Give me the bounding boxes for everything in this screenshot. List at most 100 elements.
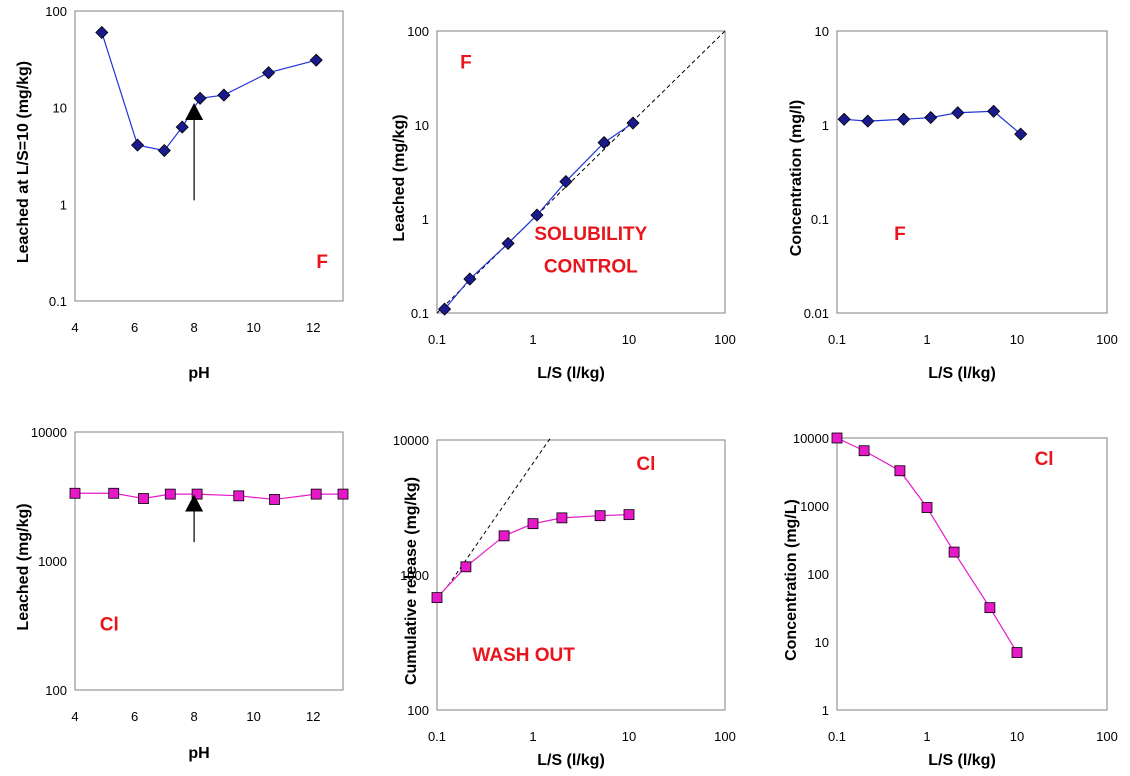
data-point — [624, 510, 634, 520]
chart-annotation: WASH OUT — [473, 645, 576, 666]
data-point — [595, 511, 605, 521]
data-point — [270, 494, 280, 504]
data-point — [70, 488, 80, 498]
x-tick-label: 10 — [246, 320, 260, 335]
chart-annotation: Cl — [636, 454, 655, 475]
y-tick-label: 10 — [815, 635, 829, 650]
data-point — [432, 593, 442, 603]
chart-panel-5: 100 1000 10000 0.1 1 10 100 L/S (l/kg) Cumulativ… — [393, 433, 736, 769]
data-point — [862, 115, 874, 127]
y-tick-label: 100 — [807, 567, 829, 582]
series-line — [102, 32, 316, 150]
plot-frame — [837, 438, 1107, 710]
y-tick-label: 10 — [53, 101, 67, 116]
data-point — [461, 562, 471, 572]
data-point — [176, 121, 188, 133]
x-tick-label: 6 — [131, 709, 138, 724]
y-tick-label: 1000 — [38, 554, 67, 569]
x-tick-label: 10 — [622, 332, 636, 347]
chart-annotation: F — [316, 252, 328, 273]
x-tick-label: 10 — [622, 729, 636, 744]
y-tick-label: 0.1 — [49, 294, 67, 309]
x-tick-label: 1 — [923, 729, 930, 744]
data-point — [218, 89, 230, 101]
y-tick-label: 1 — [822, 703, 829, 718]
x-tick-label: 6 — [131, 320, 138, 335]
x-axis-title: L/S (l/kg) — [537, 752, 605, 769]
y-axis-title: Leached at L/S=10 (mg/kg) — [15, 61, 32, 263]
chart-annotation: Cl — [1035, 449, 1054, 470]
data-point — [138, 494, 148, 504]
x-tick-label: 100 — [1096, 332, 1118, 347]
data-point — [922, 503, 932, 513]
arrow-head — [185, 103, 203, 120]
data-point — [925, 112, 937, 124]
x-tick-label: 0.1 — [828, 332, 846, 347]
chart-panel-1: 0.1 1 10 100 4 6 8 10 12 pH Leached at L/S=10 (mg/… — [15, 4, 343, 382]
x-axis-title: L/S (l/kg) — [928, 752, 996, 769]
y-tick-label: 10 — [815, 24, 829, 39]
y-tick-label: 100 — [45, 683, 67, 698]
data-point — [165, 489, 175, 499]
data-point — [838, 113, 850, 125]
chart-annotation: CONTROL — [544, 256, 638, 277]
chart-annotation: F — [894, 224, 906, 245]
data-point — [832, 433, 842, 443]
x-tick-label: 12 — [306, 709, 320, 724]
x-tick-label: 10 — [246, 709, 260, 724]
y-tick-label: 10000 — [793, 431, 829, 446]
data-point — [627, 117, 639, 129]
chart-panel-6: 1 10 100 1000 10000 0.1 1 10 100 L/S (l/kg) Concen… — [783, 431, 1118, 769]
data-point — [310, 54, 322, 66]
data-point — [158, 145, 170, 157]
y-tick-label: 10 — [415, 118, 429, 133]
y-tick-label: 10000 — [31, 425, 67, 440]
chart-panel-2: 0.1 1 10 100 0.1 1 10 100 L/S (l/kg) Leached (mg/… — [391, 24, 736, 382]
chart-panel-3: 0.010.11100.1 1 10 100L/S (l/kg)Concentrati… — [788, 24, 1118, 382]
x-axis-title: pH — [188, 365, 209, 382]
data-point — [1012, 648, 1022, 658]
y-tick-label: 0.1 — [811, 212, 829, 227]
x-tick-label: 8 — [190, 709, 197, 724]
x-tick-label: 4 — [71, 709, 78, 724]
data-point — [859, 446, 869, 456]
y-tick-label: 100 — [45, 4, 67, 19]
x-axis-title: pH — [188, 745, 209, 762]
data-point — [528, 519, 538, 529]
data-point — [985, 603, 995, 613]
chart-panel-4: 100 1000 10000 4 6 8 10 12 pH Leached (mg/kg) Cl — [15, 425, 348, 762]
y-tick-label: 0.1 — [411, 306, 429, 321]
y-tick-label: 0.01 — [804, 306, 829, 321]
data-point — [898, 113, 910, 125]
plot-frame — [437, 440, 725, 710]
x-tick-label: 0.1 — [428, 729, 446, 744]
data-point — [311, 489, 321, 499]
y-tick-label: 1 — [822, 118, 829, 133]
chart-annotation: F — [460, 52, 472, 73]
y-tick-label: 1 — [422, 212, 429, 227]
data-point — [895, 466, 905, 476]
data-point — [949, 547, 959, 557]
plot-frame — [837, 31, 1107, 313]
x-tick-label: 8 — [190, 320, 197, 335]
data-point — [96, 26, 108, 38]
x-axis-title: L/S (l/kg) — [537, 365, 605, 382]
x-tick-label: 100 — [714, 332, 736, 347]
x-axis-title: L/S (l/kg) — [928, 365, 996, 382]
data-point — [234, 491, 244, 501]
x-tick-label: 4 — [71, 320, 78, 335]
x-tick-label: 100 — [1096, 729, 1118, 744]
y-tick-label: 100 — [407, 24, 429, 39]
x-tick-label: 10 — [1010, 332, 1024, 347]
y-tick-label: 1000 — [800, 499, 829, 514]
data-point — [338, 489, 348, 499]
x-tick-label: 100 — [714, 729, 736, 744]
x-tick-label: 0.1 — [428, 332, 446, 347]
data-point — [263, 67, 275, 79]
y-tick-label: 10000 — [393, 433, 429, 448]
y-axis-title: Concentration (mg/l) — [788, 100, 805, 256]
y-axis-title: Cumulative release (mg/kg) — [403, 477, 420, 685]
x-tick-label: 1 — [529, 332, 536, 347]
